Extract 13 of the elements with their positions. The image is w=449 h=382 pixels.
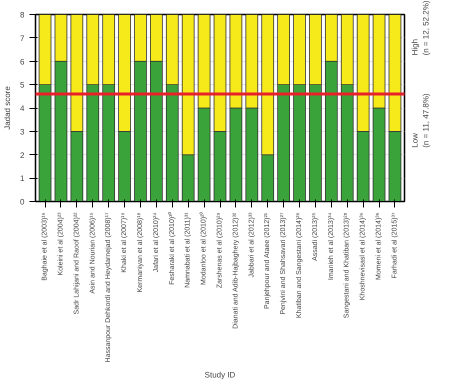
y-tick-label: 7 <box>20 34 26 43</box>
y-tick-label: 5 <box>20 80 26 90</box>
y-tick-label: 8 <box>20 10 26 20</box>
y-tick-label: 4 <box>20 104 26 113</box>
y-tick-label: 3 <box>20 127 26 136</box>
text: Low (n = 11, 47.8%) <box>410 93 430 148</box>
y-tick-label: 6 <box>20 57 26 66</box>
x-axis-title: Study ID <box>204 370 236 380</box>
text: High (n = 12, 52.2%) <box>410 0 430 56</box>
y-axis-title: Jadad score <box>3 86 12 130</box>
y-tick-label: 1 <box>20 174 26 184</box>
y-tick-label: 2 <box>20 150 26 160</box>
y-tick-label: 0 <box>20 198 26 206</box>
